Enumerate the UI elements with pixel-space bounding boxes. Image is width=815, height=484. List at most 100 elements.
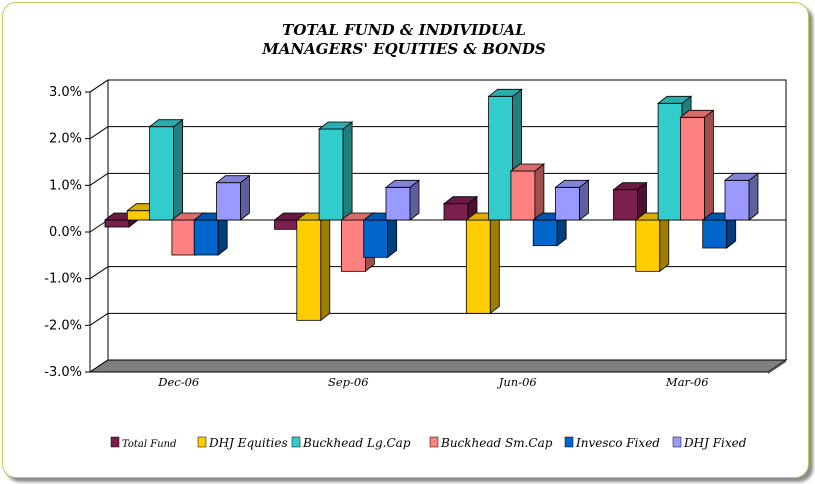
bar	[723, 172, 760, 221]
bar-side	[173, 118, 183, 221]
legend-label: DHJ Fixed	[683, 436, 747, 450]
y-tick-label: 1.0%	[49, 178, 82, 193]
bar-front	[149, 126, 175, 221]
bar-front	[555, 186, 580, 221]
bar-front	[274, 219, 299, 230]
bar-side	[489, 212, 500, 315]
gridline-side	[89, 266, 109, 280]
bar	[612, 181, 648, 221]
bar-front	[363, 219, 389, 258]
x-tick-label: Sep-06	[328, 375, 369, 389]
bar	[465, 212, 501, 315]
bar-top	[215, 175, 251, 184]
legend-item: DHJ Fixed	[672, 436, 747, 450]
bar	[509, 163, 546, 221]
legend-item: Total Fund	[110, 436, 177, 450]
floor-top	[88, 359, 788, 373]
legend-item: Buckhead Sm.Cap	[429, 436, 553, 450]
bar-top	[442, 196, 479, 205]
bar-side	[659, 212, 670, 273]
legend-label: Buckhead Lg.Cap	[302, 436, 411, 450]
bar-top	[384, 179, 421, 188]
legend-swatch	[197, 436, 207, 448]
bars	[103, 88, 760, 322]
bar-front	[510, 170, 536, 221]
bar-top	[317, 121, 354, 130]
y-tick-label: -2.0%	[44, 318, 82, 333]
bar	[442, 195, 479, 221]
legend-swatch	[291, 436, 301, 448]
legend-item: Invesco Fixed	[564, 436, 660, 450]
bar-front	[702, 219, 728, 249]
bar-front	[193, 219, 219, 256]
bar-top	[554, 179, 590, 188]
bar	[148, 118, 184, 221]
chart-title-line-2: MANAGERS' EQUITIES & BONDS	[261, 40, 546, 58]
x-axis-labels: Dec-06 Sep-06 Jun-06 Mar-06	[157, 375, 708, 389]
bar-side	[240, 174, 250, 221]
bar	[295, 212, 331, 322]
legend-label: DHJ Equities	[208, 436, 288, 450]
bar-top	[679, 109, 715, 118]
bar	[679, 109, 715, 221]
bar-side	[748, 172, 759, 221]
bar-front	[340, 219, 366, 272]
bar-side	[534, 163, 545, 221]
legend-item: Buckhead Lg.Cap	[291, 436, 411, 450]
bar-top	[656, 95, 693, 104]
legend-swatch	[429, 436, 439, 448]
bar-side	[704, 109, 714, 221]
bar-front	[296, 219, 322, 321]
y-tick-label: 3.0%	[49, 85, 82, 100]
legend-label: Total Fund	[122, 439, 177, 450]
gridline-side	[89, 79, 109, 93]
y-tick-label: 2.0%	[49, 132, 82, 147]
bar-front	[724, 179, 750, 221]
bar-side	[342, 121, 353, 221]
bar-front	[465, 219, 491, 314]
gridline-side	[89, 312, 109, 326]
x-tick-label: Jun-06	[497, 375, 537, 389]
bar-front	[216, 182, 241, 221]
legend-label: Invesco Fixed	[575, 436, 660, 450]
bar-front	[613, 189, 638, 221]
x-tick-label: Dec-06	[157, 375, 199, 389]
y-tick-label: 0.0%	[49, 225, 82, 240]
y-axis: 3.0% 2.0% 1.0% 0.0% -1.0% -2.0% -3.0%	[44, 85, 91, 380]
bar	[215, 174, 251, 221]
bar	[384, 179, 421, 221]
bar-top	[148, 119, 184, 128]
bar-front	[385, 186, 411, 221]
bar-front	[318, 128, 344, 221]
legend-item: DHJ Equities	[197, 436, 288, 450]
gridline-side	[89, 126, 109, 140]
bar-top	[509, 163, 546, 172]
gridline-side	[89, 172, 109, 186]
bar-front	[657, 102, 683, 221]
bar-front	[443, 203, 469, 221]
legend-label: Buckhead Sm.Cap	[440, 436, 553, 450]
x-tick-label: Mar-06	[665, 375, 709, 389]
bar-top	[723, 172, 760, 181]
chart-title: TOTAL FUND & INDIVIDUAL MANAGERS' EQUITI…	[261, 21, 546, 58]
bar	[317, 121, 354, 221]
bar-front	[532, 219, 558, 247]
chart-title-line-1: TOTAL FUND & INDIVIDUAL	[282, 21, 526, 39]
bar-top	[612, 182, 648, 191]
legend-swatch	[110, 436, 120, 448]
bar-front	[635, 219, 661, 272]
bar-front	[171, 219, 197, 256]
legend-swatch	[672, 436, 682, 448]
bar-top	[487, 88, 523, 97]
bar	[634, 212, 670, 273]
y-tick-label: -1.0%	[44, 272, 82, 287]
legend: Total Fund DHJ Equities Buckhead Lg.Cap Buc…	[110, 436, 747, 450]
bar	[554, 179, 590, 221]
plot-floor	[88, 359, 788, 374]
bar-front	[104, 219, 130, 228]
floor-edge	[768, 360, 786, 374]
y-tick-label: -3.0%	[44, 365, 82, 380]
bar-front	[680, 116, 705, 221]
legend-swatch	[564, 436, 574, 448]
